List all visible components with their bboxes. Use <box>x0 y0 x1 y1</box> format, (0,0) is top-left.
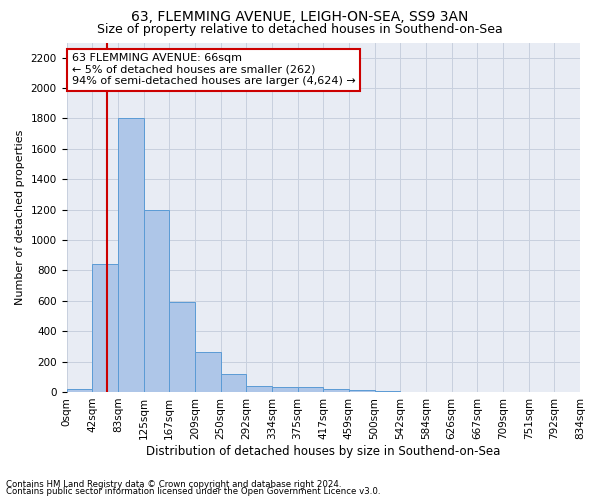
Bar <box>143 210 169 392</box>
Text: Contains public sector information licensed under the Open Government Licence v3: Contains public sector information licen… <box>6 487 380 496</box>
Bar <box>92 264 118 392</box>
Bar <box>349 390 374 392</box>
Bar <box>169 302 195 392</box>
Bar <box>221 374 246 392</box>
Bar <box>118 118 143 392</box>
Text: 63 FLEMMING AVENUE: 66sqm
← 5% of detached houses are smaller (262)
94% of semi-: 63 FLEMMING AVENUE: 66sqm ← 5% of detach… <box>71 53 355 86</box>
Bar <box>195 352 221 392</box>
Bar <box>323 389 349 392</box>
Bar <box>246 386 272 392</box>
X-axis label: Distribution of detached houses by size in Southend-on-Sea: Distribution of detached houses by size … <box>146 444 500 458</box>
Y-axis label: Number of detached properties: Number of detached properties <box>15 130 25 305</box>
Text: Contains HM Land Registry data © Crown copyright and database right 2024.: Contains HM Land Registry data © Crown c… <box>6 480 341 489</box>
Text: Size of property relative to detached houses in Southend-on-Sea: Size of property relative to detached ho… <box>97 22 503 36</box>
Bar <box>374 391 400 392</box>
Bar <box>67 389 92 392</box>
Bar <box>272 386 298 392</box>
Text: 63, FLEMMING AVENUE, LEIGH-ON-SEA, SS9 3AN: 63, FLEMMING AVENUE, LEIGH-ON-SEA, SS9 3… <box>131 10 469 24</box>
Bar <box>298 388 323 392</box>
